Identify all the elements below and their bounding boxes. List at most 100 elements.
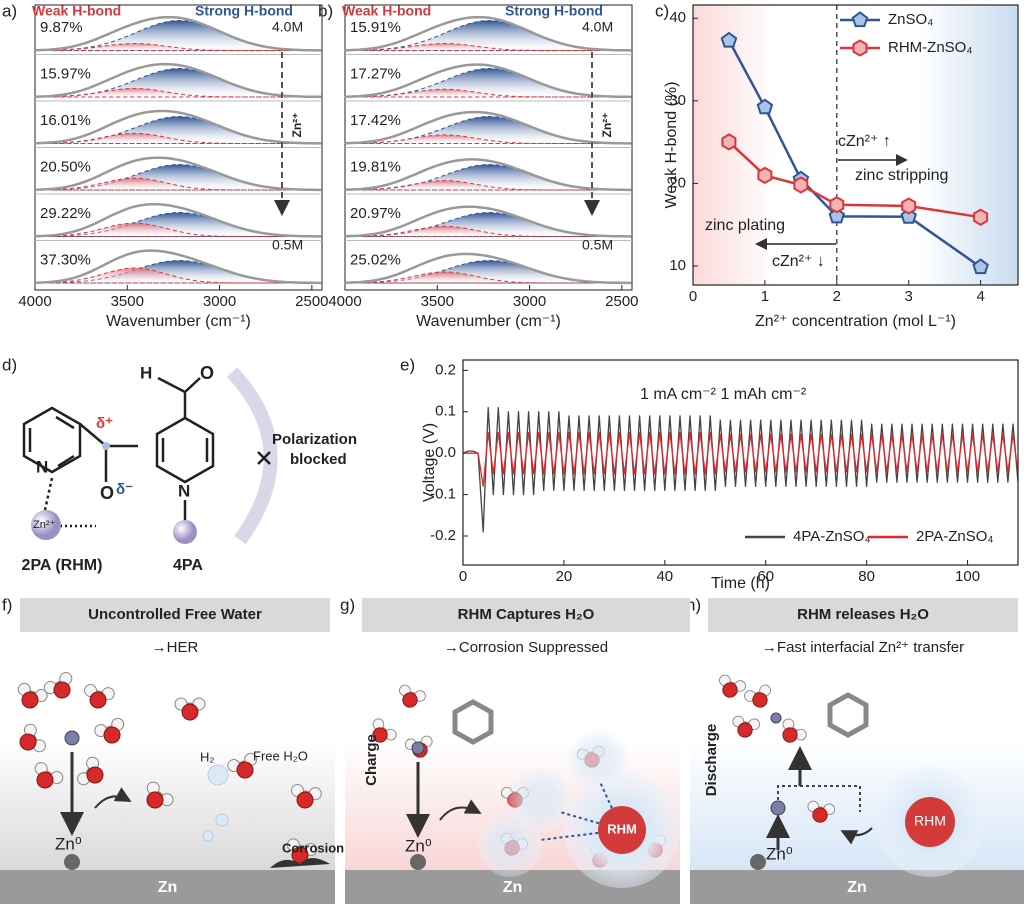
series-line bbox=[463, 431, 1019, 487]
y-tick-label: 20 bbox=[669, 174, 686, 191]
molecule-4pa bbox=[155, 376, 215, 520]
marker bbox=[756, 98, 774, 115]
series-line bbox=[727, 39, 982, 269]
species-label: Free H₂O bbox=[253, 748, 308, 763]
weak-percentage: 9.87% bbox=[40, 19, 83, 36]
water-molecule bbox=[291, 784, 322, 809]
concentration-label: 4.0M bbox=[582, 19, 613, 35]
note: Polarization bbox=[272, 431, 357, 448]
electrode-label: Zn bbox=[503, 879, 523, 896]
arrow-label: Zn²⁺ bbox=[290, 113, 304, 138]
y-tick-label: 0.1 bbox=[435, 403, 456, 420]
zn-atom bbox=[64, 854, 80, 870]
oxygen bbox=[782, 727, 798, 743]
oxygen bbox=[372, 727, 388, 743]
oxygen bbox=[722, 682, 738, 698]
weak-band bbox=[34, 267, 322, 284]
x-axis-label: Time (h) bbox=[711, 575, 770, 592]
water-molecule bbox=[399, 684, 426, 708]
atom-label: N bbox=[36, 457, 48, 476]
marker bbox=[720, 31, 738, 48]
x-tick-label: 100 bbox=[955, 568, 980, 585]
hydrogen bbox=[86, 756, 100, 770]
oxygen bbox=[89, 691, 107, 709]
zn-sphere bbox=[173, 520, 197, 544]
strong-label: Strong H-bond bbox=[195, 3, 293, 19]
weak-percentage: 37.30% bbox=[40, 251, 91, 268]
arrow bbox=[439, 799, 482, 821]
annotation: 1 mA cm⁻² 1 mAh cm⁻² bbox=[640, 386, 807, 403]
bubble bbox=[215, 813, 229, 827]
oxygen bbox=[737, 722, 753, 738]
weak-percentage: 15.97% bbox=[40, 65, 91, 82]
y-tick-label: -0.2 bbox=[430, 527, 456, 544]
water-molecule bbox=[19, 723, 46, 753]
water-molecule bbox=[732, 715, 761, 738]
annotation: cZn²⁺ ↓ bbox=[772, 253, 825, 270]
annotation: zinc stripping bbox=[855, 167, 948, 184]
fit-sum bbox=[344, 110, 632, 145]
weak-band bbox=[34, 177, 322, 191]
marker bbox=[973, 208, 989, 226]
weak-band bbox=[344, 271, 632, 284]
carbon-dot bbox=[102, 442, 110, 450]
concentration-label: 4.0M bbox=[272, 19, 303, 35]
zn-ion bbox=[411, 741, 425, 755]
atom-label: O bbox=[200, 363, 214, 383]
panel-label: d) bbox=[2, 355, 17, 374]
rhm-label: RHM bbox=[607, 821, 637, 836]
hydrogen bbox=[794, 728, 807, 741]
x-tick-label: 40 bbox=[656, 568, 673, 585]
hydrogen bbox=[50, 771, 64, 785]
hydrogen bbox=[160, 793, 174, 807]
series-line bbox=[462, 406, 1019, 533]
ion-label: Zn²⁺ bbox=[33, 519, 56, 531]
legend-label: 4PA-ZnSO₄ bbox=[793, 528, 871, 545]
oxygen bbox=[146, 791, 164, 809]
y-tick-label: 0.0 bbox=[435, 444, 456, 461]
hydrogen bbox=[43, 681, 57, 695]
marker bbox=[972, 258, 989, 275]
arrow bbox=[840, 827, 873, 845]
y-tick-label: -0.1 bbox=[430, 486, 456, 503]
x-tick-label: 3000 bbox=[513, 293, 546, 310]
zn-ion bbox=[770, 800, 786, 816]
weak-percentage: 16.01% bbox=[40, 112, 91, 129]
oxygen bbox=[752, 692, 768, 708]
water-molecule bbox=[17, 682, 48, 709]
x-axis-label: Wavenumber (cm⁻¹) bbox=[106, 313, 251, 330]
concentration-label: 0.5M bbox=[272, 237, 303, 253]
header-bar bbox=[362, 598, 690, 632]
rhm-molecule bbox=[827, 692, 869, 738]
y-tick-label: 30 bbox=[669, 92, 686, 109]
scheme-subtitle: →Corrosion Suppressed bbox=[444, 639, 608, 656]
species-label: Zn⁰ bbox=[405, 836, 432, 855]
x-tick-label: 4 bbox=[976, 288, 984, 305]
rhm-core bbox=[905, 797, 955, 847]
weak-band bbox=[344, 88, 632, 98]
electrode-label: Zn bbox=[847, 879, 867, 896]
water-molecule bbox=[782, 718, 807, 743]
x-tick-label: 3500 bbox=[421, 293, 454, 310]
fit-sum bbox=[34, 62, 322, 99]
hydrogen bbox=[146, 781, 160, 795]
marker bbox=[829, 196, 845, 214]
weak-band bbox=[34, 222, 322, 237]
rhm-core bbox=[598, 806, 646, 854]
weak-band bbox=[344, 180, 632, 191]
fit-sum bbox=[34, 109, 322, 145]
weak-band bbox=[34, 87, 322, 98]
y-axis-label: Voltage (V) bbox=[421, 423, 438, 502]
x-tick-label: 3000 bbox=[203, 293, 236, 310]
electrode bbox=[690, 870, 1024, 904]
molecule-2pa bbox=[22, 406, 138, 528]
fit-sum bbox=[344, 205, 632, 238]
legend-marker bbox=[851, 11, 869, 28]
panel-label: e) bbox=[400, 355, 415, 374]
zn-sphere bbox=[31, 510, 61, 540]
oxygen bbox=[36, 771, 54, 789]
y-tick-label: 0.2 bbox=[435, 361, 456, 378]
weak-band bbox=[34, 43, 322, 51]
oxygen bbox=[812, 807, 828, 823]
x-tick-label: 2500 bbox=[295, 293, 328, 310]
